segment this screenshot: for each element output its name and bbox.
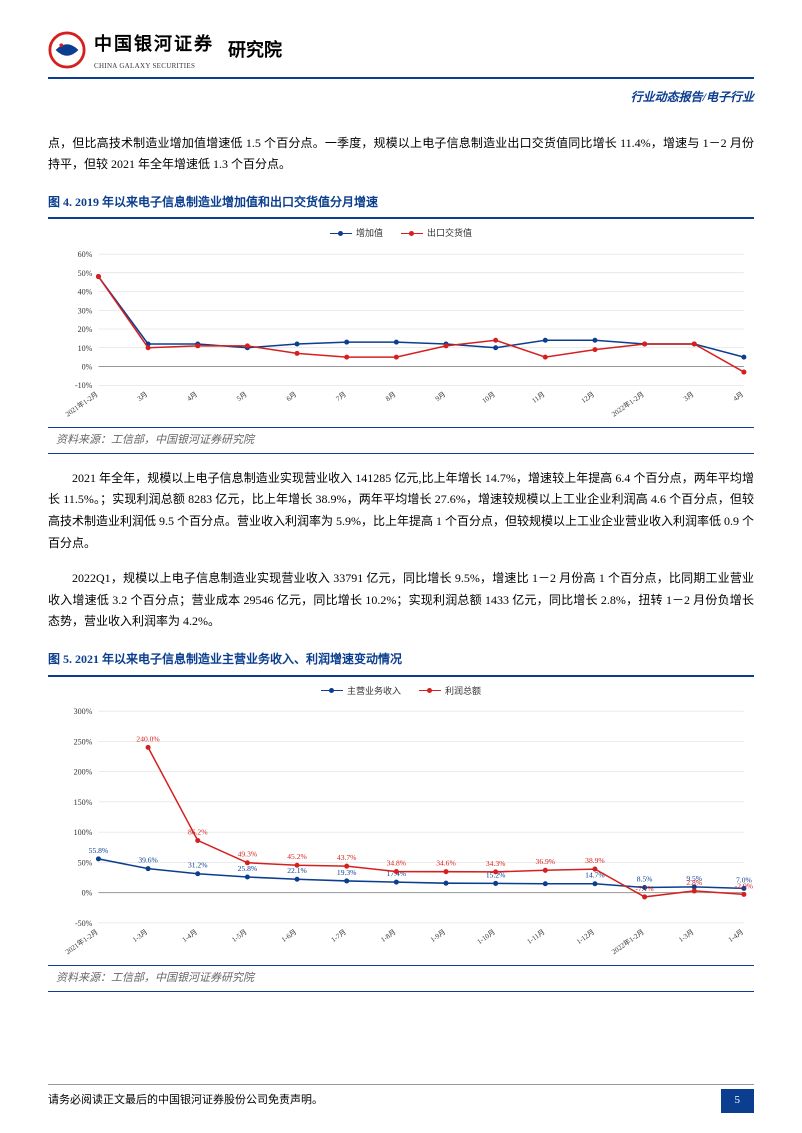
svg-text:3月: 3月: [682, 390, 695, 403]
svg-text:1-5月: 1-5月: [230, 928, 248, 944]
svg-text:240.0%: 240.0%: [136, 734, 160, 743]
svg-text:150%: 150%: [74, 798, 93, 807]
svg-text:20%: 20%: [78, 325, 93, 334]
svg-text:86.2%: 86.2%: [188, 827, 208, 836]
logo-en: CHINA GALAXY SECURITIES: [94, 60, 214, 73]
chart5-container: 主营业务收入 利润总额 -50% 0% 50% 100% 150% 200% 250% 300…: [48, 675, 754, 966]
svg-text:14.7%: 14.7%: [585, 870, 605, 879]
svg-text:1-10月: 1-10月: [476, 928, 497, 946]
svg-text:40%: 40%: [78, 287, 93, 296]
svg-text:1-3月: 1-3月: [677, 928, 695, 944]
svg-text:50%: 50%: [78, 858, 93, 867]
svg-text:10月: 10月: [481, 390, 497, 405]
svg-text:1-7月: 1-7月: [330, 928, 348, 944]
svg-text:12月: 12月: [580, 390, 596, 405]
svg-text:1-3月: 1-3月: [131, 928, 149, 944]
page-number: 5: [721, 1089, 755, 1113]
svg-text:3月: 3月: [136, 390, 149, 403]
svg-text:1-6月: 1-6月: [280, 928, 298, 944]
svg-text:60%: 60%: [78, 250, 93, 259]
para-1: 点，但比高技术制造业增加值增速低 1.5 个百分点。一季度，规模以上电子信息制造…: [48, 133, 754, 176]
svg-text:19.3%: 19.3%: [337, 868, 357, 877]
svg-text:43.7%: 43.7%: [337, 853, 357, 862]
legend-item: 主营业务收入: [347, 683, 401, 699]
page-footer: 请务必阅读正文最后的中国银河证券股份公司免责声明。 5: [48, 1084, 754, 1113]
svg-text:4月: 4月: [732, 390, 745, 403]
svg-text:1-4月: 1-4月: [727, 928, 745, 944]
chart4-legend: 增加值 出口交货值: [48, 225, 754, 241]
svg-text:38.9%: 38.9%: [585, 856, 605, 865]
chart5-legend: 主营业务收入 利润总额: [48, 683, 754, 699]
svg-text:250%: 250%: [74, 737, 93, 746]
chart5-svg: -50% 0% 50% 100% 150% 200% 250% 300% 2021年1-2月 1-…: [48, 701, 754, 963]
fig4-title: 图 4. 2019 年以来电子信息制造业增加值和出口交货值分月增速: [48, 192, 754, 214]
svg-text:1-8月: 1-8月: [379, 928, 397, 944]
legend-item: 出口交货值: [427, 225, 472, 241]
chart4-source: 资料来源：工信部，中国银河证券研究院: [48, 428, 754, 454]
svg-text:300%: 300%: [74, 707, 93, 716]
fig5-title: 图 5. 2021 年以来电子信息制造业主营业务收入、利润增速变动情况: [48, 649, 754, 671]
galaxy-logo-icon: [48, 31, 86, 69]
svg-text:55.8%: 55.8%: [89, 846, 109, 855]
svg-text:-10%: -10%: [75, 381, 93, 390]
svg-text:7月: 7月: [335, 390, 348, 403]
svg-text:6月: 6月: [285, 390, 298, 403]
svg-text:45.2%: 45.2%: [287, 852, 307, 861]
para-3: 2022Q1，规模以上电子信息制造业实现营业收入 33791 亿元，同比增长 9…: [48, 568, 754, 633]
svg-text:1-9月: 1-9月: [429, 928, 447, 944]
svg-text:31.2%: 31.2%: [188, 861, 208, 870]
svg-text:2022年1-2月: 2022年1-2月: [610, 389, 646, 418]
svg-text:0%: 0%: [82, 888, 93, 897]
svg-text:9月: 9月: [434, 390, 447, 403]
svg-text:1-12月: 1-12月: [575, 928, 596, 946]
svg-text:-2.9%: -2.9%: [735, 881, 754, 890]
svg-text:4月: 4月: [186, 390, 199, 403]
institute-label: 研究院: [228, 34, 282, 66]
svg-text:39.6%: 39.6%: [138, 855, 158, 864]
chart4-container: 增加值 出口交货值 -10% 0% 10% 20% 30% 40% 50% 60% 2021年1…: [48, 217, 754, 428]
svg-text:-50%: -50%: [75, 919, 93, 928]
svg-text:36.9%: 36.9%: [536, 857, 556, 866]
svg-text:50%: 50%: [78, 268, 93, 277]
chart5-source: 资料来源：工信部，中国银河证券研究院: [48, 966, 754, 992]
svg-text:-7.1%: -7.1%: [635, 884, 654, 893]
svg-text:25.8%: 25.8%: [238, 864, 258, 873]
svg-text:34.3%: 34.3%: [486, 859, 506, 868]
svg-text:2.8%: 2.8%: [686, 878, 702, 887]
legend-item: 利润总额: [445, 683, 481, 699]
svg-text:100%: 100%: [74, 828, 93, 837]
svg-text:34.6%: 34.6%: [436, 858, 456, 867]
svg-text:1-4月: 1-4月: [181, 928, 199, 944]
svg-text:1-11月: 1-11月: [526, 928, 547, 946]
svg-text:49.3%: 49.3%: [238, 850, 258, 859]
svg-text:2021年1-2月: 2021年1-2月: [64, 389, 100, 418]
svg-text:2021年1-2月: 2021年1-2月: [64, 927, 100, 956]
para-2: 2021 年全年，规模以上电子信息制造业实现营业收入 141285 亿元,比上年…: [48, 468, 754, 554]
svg-text:5月: 5月: [235, 390, 248, 403]
logo-cn: 中国银河证券: [94, 28, 214, 60]
svg-text:10%: 10%: [78, 343, 93, 352]
legend-item: 增加值: [356, 225, 383, 241]
svg-text:11月: 11月: [531, 390, 547, 404]
svg-text:8.5%: 8.5%: [637, 874, 653, 883]
chart4-svg: -10% 0% 10% 20% 30% 40% 50% 60% 2021年1-2月 3月 4月 5月 6…: [48, 244, 754, 426]
svg-text:30%: 30%: [78, 306, 93, 315]
svg-text:0%: 0%: [82, 362, 93, 371]
svg-text:200%: 200%: [74, 767, 93, 776]
svg-text:34.8%: 34.8%: [387, 858, 407, 867]
svg-text:2022年1-2月: 2022年1-2月: [610, 927, 646, 956]
logo-block: 中国银河证券 CHINA GALAXY SECURITIES 研究院: [48, 28, 282, 73]
svg-text:8月: 8月: [384, 390, 397, 403]
disclaimer: 请务必阅读正文最后的中国银河证券股份公司免责声明。: [48, 1091, 323, 1111]
